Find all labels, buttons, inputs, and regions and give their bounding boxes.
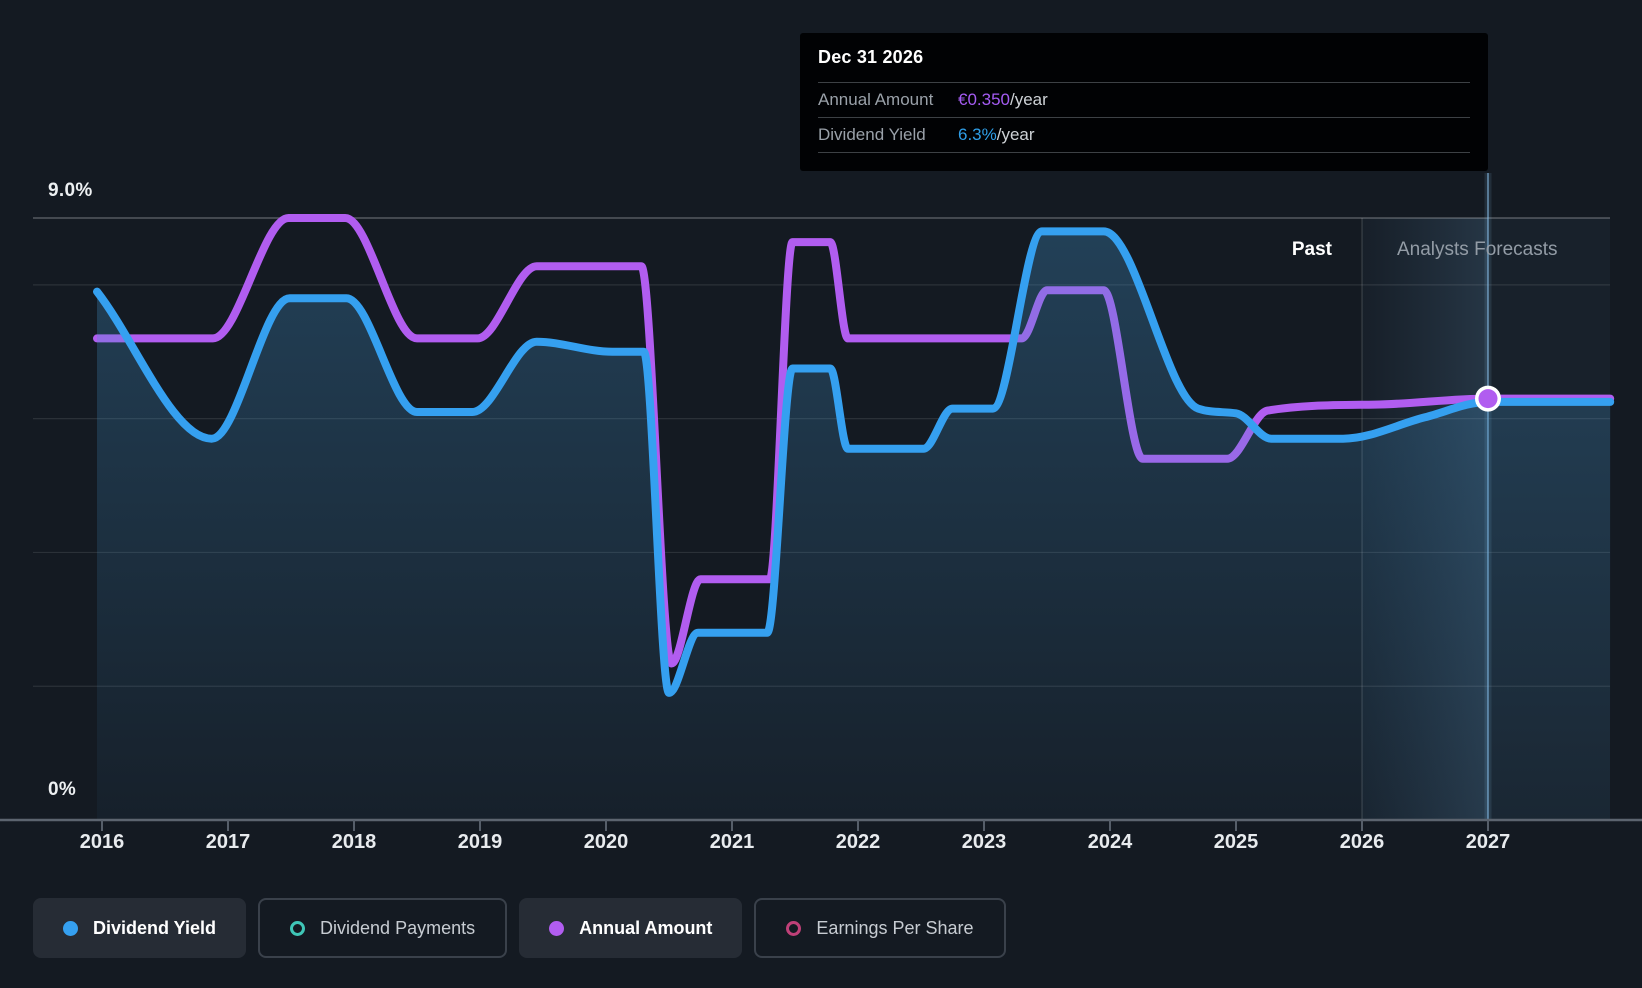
legend-item-label: Annual Amount bbox=[579, 917, 713, 938]
legend-item-dividend-payments[interactable]: Dividend Payments bbox=[258, 898, 508, 958]
forecasts-region-label: Analysts Forecasts bbox=[1397, 239, 1558, 260]
x-axis-label-2026: 2026 bbox=[1339, 831, 1385, 853]
legend-item-label: Earnings Per Share bbox=[816, 917, 974, 938]
legend-item-annual-amount[interactable]: Annual Amount bbox=[519, 898, 743, 958]
tooltip-row-dividend-yield: Dividend Yield 6.3% /year bbox=[818, 117, 1470, 152]
tooltip-dividend-yield-value: 6.3% bbox=[958, 125, 997, 144]
past-region-label: Past bbox=[1291, 239, 1332, 260]
tooltip-annual-amount-label: Annual Amount bbox=[818, 90, 934, 109]
tooltip-annual-amount-suffix: /year bbox=[1010, 90, 1048, 109]
legend-item-label: Dividend Payments bbox=[320, 917, 476, 938]
x-axis-label-2024: 2024 bbox=[1087, 831, 1133, 853]
legend-item-dividend-yield[interactable]: Dividend Yield bbox=[33, 898, 247, 958]
tooltip-dividend-yield-suffix: /year bbox=[996, 125, 1035, 144]
tooltip-annual-amount-value: €0.350 bbox=[958, 90, 1010, 109]
x-axis-label-2020: 2020 bbox=[583, 831, 629, 853]
y-axis-bottom-label: 0% bbox=[48, 779, 77, 800]
dividend-yield-line bbox=[93, 227, 1615, 697]
chart-tooltip: Dec 31 2026 Annual Amount €0.350 /year D… bbox=[800, 33, 1488, 171]
dividend-payments-swatch-icon bbox=[290, 920, 306, 936]
legend-item-label: Dividend Yield bbox=[93, 917, 217, 938]
legend-item-earnings-per-share[interactable]: Earnings Per Share bbox=[754, 898, 1006, 958]
x-axis-label-2016: 2016 bbox=[79, 831, 125, 853]
tooltip-dividend-yield-label: Dividend Yield bbox=[818, 125, 926, 144]
x-axis-label-2022: 2022 bbox=[835, 831, 881, 853]
y-axis-top-label: 9.0% bbox=[48, 180, 93, 201]
x-axis-label-2027: 2027 bbox=[1465, 831, 1511, 853]
x-axis-label-2021: 2021 bbox=[709, 831, 755, 853]
x-axis-label-2017: 2017 bbox=[205, 831, 251, 853]
x-axis-label-2018: 2018 bbox=[331, 831, 377, 853]
tooltip-date: Dec 31 2026 bbox=[818, 47, 924, 67]
chart-legend: Dividend Yield Dividend Payments Annual Am… bbox=[33, 898, 1006, 958]
dividend-yield-swatch-icon bbox=[63, 920, 78, 936]
dividend-yield-area bbox=[97, 231, 1611, 820]
annual-amount-swatch-icon bbox=[549, 920, 565, 936]
forecast-marker-dot[interactable] bbox=[1478, 389, 1498, 409]
earnings-per-share-swatch-icon bbox=[786, 920, 802, 936]
x-axis-tick-labels: 2016 2017 2018 2019 2020 2021 2022 2023 2024 2025… bbox=[0, 831, 1642, 861]
x-axis-label-2025: 2025 bbox=[1213, 831, 1259, 853]
tooltip-row-annual-amount: Annual Amount €0.350 /year bbox=[818, 82, 1470, 117]
x-axis-label-2019: 2019 bbox=[457, 831, 503, 853]
tooltip-divider bbox=[818, 152, 1470, 153]
x-axis-label-2023: 2023 bbox=[961, 831, 1007, 853]
